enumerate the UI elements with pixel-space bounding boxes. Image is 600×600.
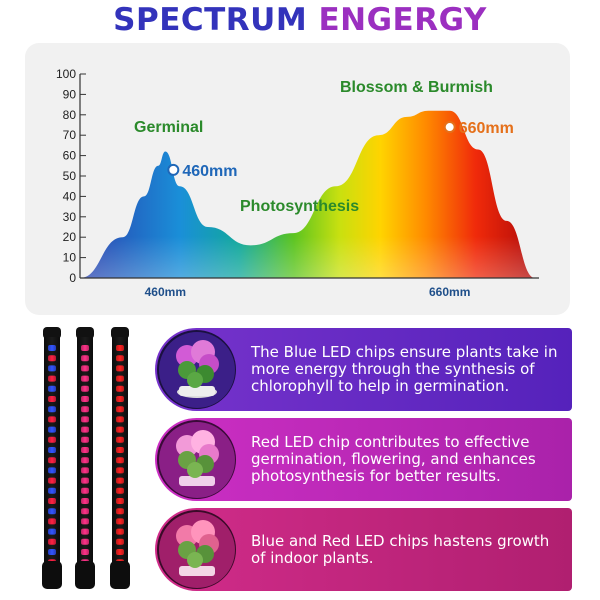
spectrum-chart: 0 10 20 30 40 50 60 70 80 90 100 460mm 660mm Germinal… [56,67,539,299]
marker-label-660: 660mm [459,120,514,137]
tube-cap-bottom [110,561,130,589]
spectrum-chart-panel: 0 10 20 30 40 50 60 70 80 90 100 460mm 660mm Germinal… [25,43,570,315]
y-tick-label: 60 [63,149,77,163]
y-tick-label: 90 [63,87,77,101]
y-tick-label: 40 [63,189,77,203]
marker-460 [167,163,180,176]
annotation-photosynthesis: Photosynthesis [240,198,359,215]
title-part2: ENGERGY [318,2,487,38]
marker-660 [443,121,456,134]
tube-shade [112,337,128,565]
plant-photo-mixed [157,510,236,589]
blue-led-description: The Blue LED chips ensure plants take in… [251,343,558,395]
y-tick-label: 10 [63,251,77,265]
x-tick-label: 660mm [429,285,470,299]
y-tick-label: 50 [63,169,77,183]
marker-label-460: 460mm [182,163,237,180]
red-led-panel: Red LED chip contributes to effective ge… [155,418,572,501]
plant-photo-red [157,420,236,499]
tube-cap-bottom [75,561,95,589]
tube-cap-top [76,327,94,339]
x-tick-label: 460mm [145,285,186,299]
y-tick-label: 100 [56,67,76,81]
annotation-germinal: Germinal [134,119,203,136]
blue-led-panel: The Blue LED chips ensure plants take in… [155,328,572,411]
y-tick-label: 80 [63,108,77,122]
y-tick-label: 0 [69,271,76,285]
y-tick-label: 30 [63,210,77,224]
y-tick-label: 20 [63,230,77,244]
red-led-description: Red LED chip contributes to effective ge… [251,433,536,485]
title-part1: SPECTRUM [113,2,319,38]
annotation-blossom: Blossom & Burmish [340,79,493,96]
blue-red-led-panel: Blue and Red LED chips hastens growth of… [155,508,572,591]
tube-shade [77,337,93,565]
tube-cap-top [111,327,129,339]
tube-cap-top [43,327,61,339]
page-title: SPECTRUM ENGERGY [0,2,600,38]
plant-photo-blue [157,330,236,409]
tube-cap-bottom [42,561,62,589]
led-info-section: The Blue LED chips ensure plants take in… [25,325,573,593]
y-tick-label: 70 [63,128,77,142]
spectrum-area-shade [80,110,535,278]
blue-red-led-description: Blue and Red LED chips hastens growth of… [251,531,550,567]
tube-shade [44,337,60,565]
led-tube-bars-image [42,327,130,589]
